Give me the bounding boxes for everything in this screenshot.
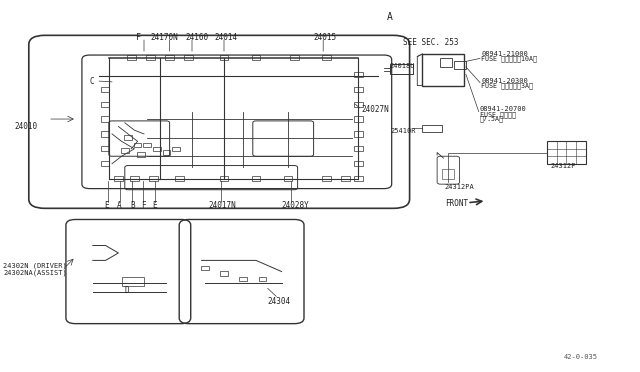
Text: 24028Y: 24028Y <box>282 201 309 210</box>
Bar <box>341 176 350 181</box>
Text: FUSE ヒューズ（10A）: FUSE ヒューズ（10A） <box>481 55 538 62</box>
Bar <box>354 176 363 181</box>
Bar <box>130 176 139 181</box>
Text: FUSE ヒューズ（3A）: FUSE ヒューズ（3A） <box>481 83 533 89</box>
Bar <box>354 146 363 151</box>
Bar <box>146 55 155 60</box>
Bar <box>259 277 266 281</box>
Bar <box>153 147 161 151</box>
Text: （7.5A）: （7.5A） <box>480 116 504 122</box>
Bar <box>547 141 586 164</box>
Bar <box>175 176 184 181</box>
Text: E: E <box>104 201 109 210</box>
Text: 42-0-035: 42-0-035 <box>563 354 597 360</box>
Bar <box>252 55 260 60</box>
Text: FUSE ヒューズ: FUSE ヒューズ <box>480 111 516 118</box>
Text: 24017N: 24017N <box>208 201 236 210</box>
Bar <box>322 176 331 181</box>
Text: B: B <box>130 201 134 210</box>
Text: C: C <box>90 77 94 86</box>
Bar <box>184 55 193 60</box>
Text: 24015: 24015 <box>314 33 337 42</box>
Text: 24312PA: 24312PA <box>444 184 474 190</box>
Text: FRONT: FRONT <box>445 199 468 208</box>
Bar <box>220 55 228 60</box>
Bar <box>121 148 129 153</box>
Bar <box>134 143 141 147</box>
Text: SEE SEC. 253: SEE SEC. 253 <box>403 38 459 47</box>
Text: D: D <box>125 286 129 295</box>
Text: 08941-21000: 08941-21000 <box>481 51 528 57</box>
Text: E: E <box>152 201 157 210</box>
Text: A: A <box>387 12 393 22</box>
Text: F: F <box>136 33 141 42</box>
Bar <box>122 277 144 286</box>
Bar <box>322 55 331 60</box>
Bar <box>137 152 145 157</box>
Bar <box>290 55 299 60</box>
Bar <box>149 176 158 181</box>
Bar <box>440 58 452 67</box>
Text: 24018U: 24018U <box>389 63 415 69</box>
Bar <box>354 161 363 166</box>
Text: 24312P: 24312P <box>550 163 576 169</box>
Text: 24304: 24304 <box>268 297 291 306</box>
Bar <box>143 143 151 147</box>
Bar <box>239 277 247 281</box>
Text: 24302NA(ASSIST): 24302NA(ASSIST) <box>3 269 67 276</box>
Text: 24010: 24010 <box>14 122 37 131</box>
Text: 24014: 24014 <box>214 33 237 42</box>
Text: 24170N: 24170N <box>150 33 178 42</box>
Bar <box>252 176 260 181</box>
Bar <box>422 125 442 132</box>
Bar <box>101 102 109 107</box>
Bar <box>114 176 123 181</box>
Bar <box>354 87 363 92</box>
Bar <box>163 150 170 155</box>
Text: 24302N (DRIVER): 24302N (DRIVER) <box>3 263 67 269</box>
Bar <box>422 54 464 86</box>
Bar <box>101 116 109 122</box>
Bar <box>354 72 363 77</box>
Bar <box>124 135 132 140</box>
Text: F: F <box>141 201 145 210</box>
Bar <box>220 176 228 181</box>
Bar <box>101 87 109 92</box>
Text: 24160: 24160 <box>186 33 209 42</box>
Bar <box>354 102 363 107</box>
Bar <box>165 55 174 60</box>
Bar <box>442 169 454 179</box>
Bar <box>127 55 136 60</box>
Bar <box>172 147 180 151</box>
Text: 25410R: 25410R <box>390 128 416 134</box>
Bar <box>390 64 413 74</box>
Bar <box>201 266 209 270</box>
Text: 08941-20700: 08941-20700 <box>480 106 527 112</box>
Bar <box>220 271 228 276</box>
Bar <box>101 146 109 151</box>
Bar <box>354 116 363 122</box>
Text: 08941-20300: 08941-20300 <box>481 78 528 84</box>
Text: A: A <box>117 201 122 210</box>
Bar <box>354 131 363 137</box>
Bar <box>284 176 292 181</box>
Bar <box>101 161 109 166</box>
Bar <box>454 61 466 69</box>
Bar <box>101 131 109 137</box>
Text: 24027N: 24027N <box>362 105 389 114</box>
